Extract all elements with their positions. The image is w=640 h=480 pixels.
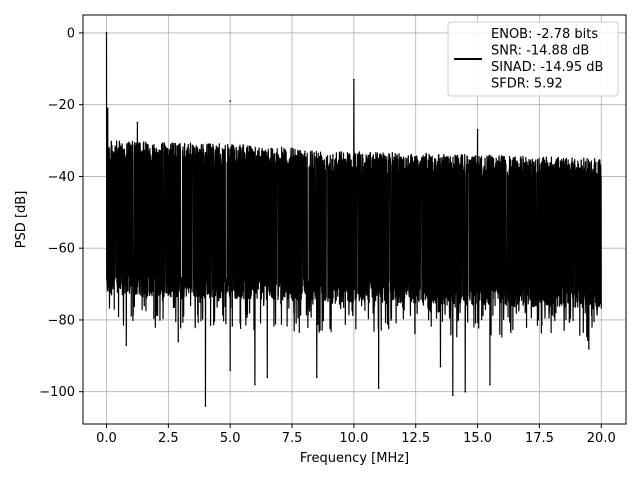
psd-dip-point — [315, 376, 318, 379]
x-tick-label: 20.0 — [587, 431, 616, 446]
x-tick-label: 7.5 — [282, 431, 303, 446]
psd-dip-point — [439, 365, 442, 368]
y-tick-label: −20 — [48, 98, 75, 113]
y-tick-label: 0 — [67, 26, 75, 41]
legend-entry-sfdr: SFDR: 5.92 — [491, 77, 563, 92]
y-axis-ticks: 0 −20 −40 −60 −80 −100 — [39, 26, 83, 400]
y-tick-label: −100 — [39, 385, 75, 400]
psd-dip-point — [588, 347, 590, 350]
x-tick-label: 17.5 — [525, 431, 554, 446]
psd-peak-point — [476, 129, 479, 131]
plot-frame — [82, 14, 627, 425]
x-tick-label: 0.0 — [96, 431, 117, 446]
legend: ENOB: -2.78 bits SNR: -14.88 dB SINAD: -… — [447, 21, 619, 97]
legend-entry-enob: ENOB: -2.78 bits — [491, 27, 598, 42]
x-tick-label: 12.5 — [401, 431, 430, 446]
y-tick-label: −80 — [48, 313, 75, 328]
psd-peak-point — [106, 107, 109, 110]
psd-peak-point — [136, 121, 139, 124]
y-tick-label: −60 — [48, 242, 75, 257]
x-axis-ticks: 0.0 2.5 5.0 7.5 10.0 12.5 15.0 17.5 20.0 — [96, 424, 616, 446]
legend-entry-snr: SNR: -14.88 dB — [491, 44, 589, 59]
psd-dip-point — [229, 369, 231, 371]
psd-dip-point — [125, 344, 128, 346]
psd-peak-point — [353, 78, 355, 81]
psd-dip-point — [489, 383, 491, 386]
x-tick-label: 5.0 — [220, 431, 241, 446]
x-tick-label: 2.5 — [158, 431, 179, 446]
psd-peak-point — [105, 32, 108, 34]
psd-dip-point — [254, 383, 256, 386]
psd-peak-point — [229, 100, 231, 102]
psd-dip-point — [266, 376, 269, 379]
psd-dip-point — [177, 340, 180, 343]
legend-entry-sinad: SINAD: -14.95 dB — [491, 60, 603, 75]
y-axis-label: PSD [dB] — [14, 191, 29, 249]
y-tick-label: −40 — [48, 170, 75, 185]
x-tick-label: 10.0 — [339, 431, 368, 446]
psd-dip-point — [377, 387, 380, 389]
x-tick-label: 15.0 — [463, 431, 492, 446]
psd-trace — [105, 32, 602, 407]
x-axis-label: Frequency [MHz] — [300, 451, 409, 466]
psd-dip-point — [452, 394, 454, 397]
legend-box — [447, 21, 619, 97]
psd-dip-point — [204, 405, 207, 407]
psd-dip-point — [464, 390, 467, 393]
